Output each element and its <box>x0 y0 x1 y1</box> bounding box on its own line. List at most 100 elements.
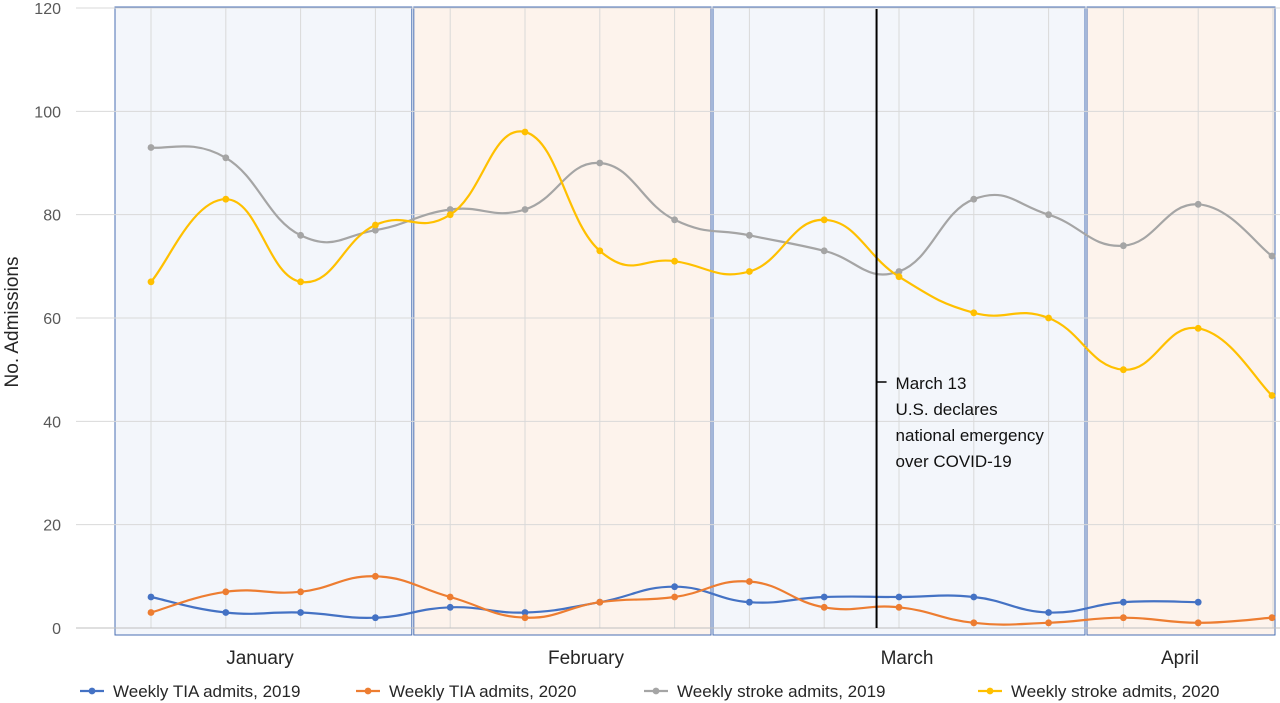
gridlines <box>76 7 1280 629</box>
series-line <box>150 575 1273 626</box>
data-point <box>596 159 604 167</box>
data-point <box>671 593 678 601</box>
data-point <box>372 614 379 622</box>
data-point <box>222 154 230 162</box>
data-point <box>521 128 529 136</box>
data-point <box>596 598 604 606</box>
data-point <box>671 583 678 591</box>
data-point <box>1045 314 1052 322</box>
legend-marker <box>652 687 660 695</box>
legend-label: Weekly TIA admits, 2019 <box>113 682 300 701</box>
annotation-text: March 13 <box>896 374 967 393</box>
data-point <box>1194 324 1202 332</box>
y-axis-ticks: 0 20 40 60 80 100 120 <box>34 1 61 638</box>
legend-marker <box>364 687 372 695</box>
y-tick-label: 40 <box>43 414 61 431</box>
data-point <box>372 572 379 580</box>
data-point <box>521 614 529 622</box>
y-tick-label: 80 <box>43 208 61 225</box>
data-point <box>1268 252 1276 260</box>
data-point <box>671 257 678 265</box>
data-point <box>746 231 753 239</box>
data-point <box>372 221 379 229</box>
legend-label: Weekly TIA admits, 2020 <box>389 682 576 701</box>
data-point <box>820 216 828 224</box>
data-point <box>147 609 155 616</box>
data-point <box>970 195 978 203</box>
data-point <box>1045 211 1052 219</box>
legend-marker <box>986 687 994 695</box>
month-bands <box>114 6 1276 636</box>
data-point <box>222 588 230 596</box>
data-point <box>1194 598 1202 606</box>
legend-marker <box>88 687 96 695</box>
data-point <box>671 216 678 224</box>
legend-label: Weekly stroke admits, 2020 <box>1011 682 1220 701</box>
y-tick-label: 100 <box>34 104 61 121</box>
data-point <box>970 309 978 317</box>
data-point <box>147 278 155 286</box>
series-line <box>150 130 1273 397</box>
data-point <box>970 619 978 627</box>
y-tick-label: 20 <box>43 518 61 535</box>
month-band-april <box>1086 6 1276 636</box>
data-point <box>895 273 903 281</box>
data-point <box>297 588 304 596</box>
data-point <box>746 598 753 606</box>
series-line <box>150 145 1273 276</box>
legend-item-1: Weekly TIA admits, 2019 <box>80 682 300 701</box>
data-point <box>820 247 828 255</box>
y-tick-label: 60 <box>43 311 61 328</box>
y-tick-label: 120 <box>34 1 61 18</box>
data-point <box>1194 200 1202 208</box>
data-point <box>147 144 155 151</box>
annotation-text: U.S. declares <box>896 400 998 419</box>
series-lines <box>147 128 1276 627</box>
month-labels: January February March April <box>226 648 1199 669</box>
data-point <box>970 593 978 601</box>
legend: Weekly TIA admits, 2019 Weekly TIA admits… <box>80 682 1220 701</box>
series-4 <box>147 128 1276 399</box>
data-point <box>820 593 828 601</box>
data-point <box>1194 619 1202 627</box>
annotation-text: over COVID-19 <box>896 452 1012 471</box>
legend-item-2: Weekly TIA admits, 2020 <box>356 682 576 701</box>
y-axis-label: No. Admissions <box>2 257 23 388</box>
data-point <box>297 231 304 239</box>
series-2 <box>147 572 1276 627</box>
data-point <box>1268 392 1276 399</box>
data-point <box>446 603 454 611</box>
data-point <box>446 593 454 601</box>
data-point <box>1120 614 1127 622</box>
data-point <box>1120 366 1127 374</box>
data-point <box>297 278 304 286</box>
legend-item-3: Weekly stroke admits, 2019 <box>644 682 886 701</box>
month-label-april: April <box>1161 648 1199 669</box>
data-point <box>1045 619 1052 627</box>
y-tick-label: 0 <box>52 621 61 638</box>
data-point <box>147 593 155 601</box>
data-point <box>1268 614 1276 622</box>
data-point <box>1120 598 1127 606</box>
data-point <box>297 609 304 616</box>
data-point <box>372 226 379 234</box>
data-point <box>895 593 903 601</box>
data-point <box>596 247 604 255</box>
month-label-march: March <box>881 648 934 669</box>
data-point <box>521 206 529 213</box>
data-point <box>820 603 828 611</box>
data-point <box>1120 242 1127 250</box>
data-point <box>1045 609 1052 616</box>
series-3 <box>147 144 1276 276</box>
data-point <box>521 609 529 616</box>
data-point <box>446 206 454 213</box>
data-point <box>222 195 230 203</box>
series-1 <box>147 583 1202 622</box>
month-band-february <box>413 6 712 636</box>
data-point <box>746 268 753 275</box>
data-point <box>746 578 753 585</box>
month-label-february: February <box>548 648 625 669</box>
data-point <box>895 603 903 611</box>
month-band-january <box>114 6 413 636</box>
